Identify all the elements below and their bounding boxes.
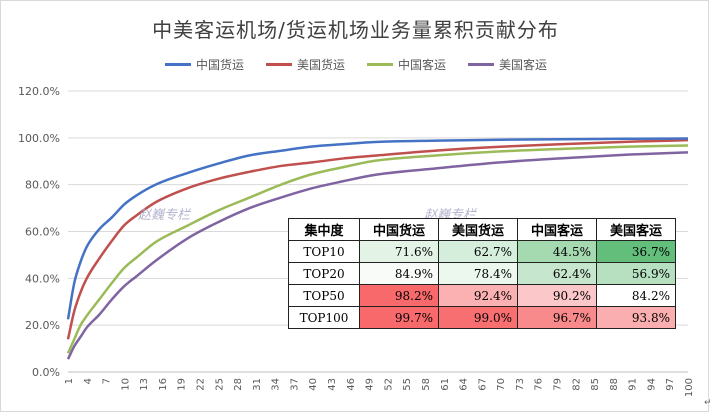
header-cn-passenger: 中国客运 xyxy=(517,218,597,241)
y-tick-label: 40.0% xyxy=(25,272,60,285)
table-row: TOP10 71.6% 62.7% 44.5% 36.7% xyxy=(288,240,676,263)
row-label: TOP50 xyxy=(288,284,360,307)
row-label: TOP20 xyxy=(288,262,360,285)
header-concentration: 集中度 xyxy=(288,218,360,241)
x-tick-label: 100 xyxy=(684,378,695,397)
row-label: TOP10 xyxy=(288,240,360,263)
cell: 84.9% xyxy=(359,262,439,285)
x-tick-label: 46 xyxy=(346,378,357,391)
x-tick-label: 61 xyxy=(440,378,451,391)
x-tick-label: 73 xyxy=(515,378,526,391)
cell: 71.6% xyxy=(359,240,439,263)
series-line-us-cargo xyxy=(66,138,689,340)
x-tick-label: 31 xyxy=(252,378,263,391)
table-body: TOP10 71.6% 62.7% 44.5% 36.7% TOP20 84.9… xyxy=(288,240,676,329)
x-tick-label: 58 xyxy=(421,378,432,391)
legend-label: 中国货运 xyxy=(196,58,245,72)
x-tick-label: 94 xyxy=(646,378,657,391)
cell: 56.9% xyxy=(596,262,676,285)
cell: 99.7% xyxy=(359,306,439,329)
cell: 96.7% xyxy=(517,306,597,329)
x-tick-label: 7 xyxy=(102,378,113,384)
x-tick-label: 76 xyxy=(534,378,545,391)
x-tick-label: 70 xyxy=(496,378,507,391)
x-tick-label: 1 xyxy=(64,378,75,384)
cell: 90.2% xyxy=(517,284,597,307)
return-mark-icon: ↵ xyxy=(704,398,711,408)
y-tick-label: 100.0% xyxy=(18,132,60,145)
legend-item-us-cargo: 美国货运 xyxy=(266,56,345,73)
x-tick-label: 52 xyxy=(383,378,394,391)
x-tick-label: 10 xyxy=(120,378,131,391)
cell: 44.5% xyxy=(517,240,597,263)
legend-label: 美国客运 xyxy=(499,58,548,72)
watermark-left: 赵巍专栏 xyxy=(138,208,191,223)
x-tick-label: 67 xyxy=(477,378,488,391)
legend-swatch xyxy=(266,63,293,66)
y-tick-label: 80.0% xyxy=(25,179,60,192)
concentration-table: 集中度 中国货运 美国货运 中国客运 美国客运 TOP10 71.6% 62.7… xyxy=(288,218,676,329)
cell: 36.7% xyxy=(596,240,676,263)
header-us-passenger: 美国客运 xyxy=(596,218,676,241)
x-tick-label: 13 xyxy=(139,378,150,391)
x-tick-label: 82 xyxy=(571,378,582,391)
x-tick-label: 85 xyxy=(590,378,601,391)
x-tick-label: 22 xyxy=(196,378,207,391)
x-tick-label: 19 xyxy=(177,378,188,391)
row-label: TOP100 xyxy=(288,306,360,329)
cell: 99.0% xyxy=(438,306,518,329)
y-tick-label: 20.0% xyxy=(25,319,60,332)
series-line-cn-passenger xyxy=(66,144,689,354)
x-tick-label: 4 xyxy=(83,378,94,384)
x-tick-label: 37 xyxy=(289,378,300,391)
legend-item-cn-cargo: 中国货运 xyxy=(165,56,244,73)
header-us-cargo: 美国货运 xyxy=(438,218,518,241)
header-cn-cargo: 中国货运 xyxy=(359,218,439,241)
legend-swatch xyxy=(468,63,495,66)
series-line-cn-cargo xyxy=(66,137,689,320)
table-row: TOP100 99.7% 99.0% 96.7% 93.8% xyxy=(288,306,676,329)
table-row: TOP50 98.2% 92.4% 90.2% 84.2% xyxy=(288,284,676,307)
table-row: TOP20 84.9% 78.4% 62.4% 56.9% xyxy=(288,262,676,285)
cell: 92.4% xyxy=(438,284,518,307)
x-tick-label: 25 xyxy=(214,378,225,391)
y-tick-label: 120.0% xyxy=(18,85,60,98)
cell: 78.4% xyxy=(438,262,518,285)
legend-item-us-passenger: 美国客运 xyxy=(468,56,547,73)
legend-item-cn-passenger: 中国客运 xyxy=(367,56,446,73)
cell: 62.4% xyxy=(517,262,597,285)
series-line-us-passenger xyxy=(66,151,689,360)
x-tick-label: 43 xyxy=(327,378,338,391)
x-tick-label: 40 xyxy=(308,378,319,391)
legend-swatch xyxy=(165,63,191,66)
x-tick-label: 79 xyxy=(552,378,563,391)
x-tick-label: 28 xyxy=(233,378,244,391)
y-tick-label: 0.0% xyxy=(32,366,60,379)
x-tick-label: 91 xyxy=(628,378,639,391)
legend-label: 中国客运 xyxy=(398,58,447,72)
table-header-row: 集中度 中国货运 美国货运 中国客运 美国客运 xyxy=(288,218,676,241)
x-tick-label: 64 xyxy=(459,378,470,391)
cell: 62.7% xyxy=(438,240,518,263)
cell: 98.2% xyxy=(359,284,439,307)
x-tick-label: 55 xyxy=(402,378,413,391)
x-tick-label: 88 xyxy=(609,378,620,391)
legend-swatch xyxy=(367,63,394,66)
y-tick-label: 60.0% xyxy=(25,226,60,239)
cell: 84.2% xyxy=(596,284,676,307)
legend-label: 美国货运 xyxy=(297,58,346,72)
x-tick-label: 34 xyxy=(271,378,282,391)
chart-title: 中美客运机场/货运机场业务量累积贡献分布 xyxy=(152,18,559,42)
x-tick-label: 49 xyxy=(365,378,376,391)
cell: 93.8% xyxy=(596,306,676,329)
legend: 中国货运 美国货运 中国客运 美国客运 xyxy=(165,56,547,73)
x-tick-label: 16 xyxy=(158,378,169,391)
x-tick-label: 97 xyxy=(665,378,676,391)
